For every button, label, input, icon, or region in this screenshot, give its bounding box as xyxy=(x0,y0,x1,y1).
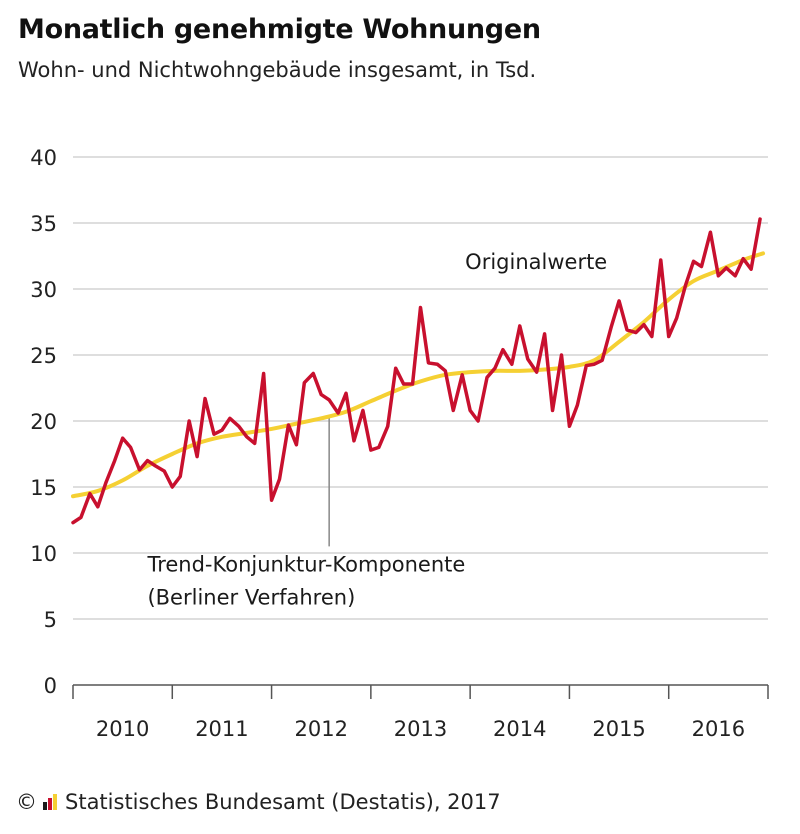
x-tick-label: 2011 xyxy=(195,717,248,741)
x-tick-label: 2012 xyxy=(294,717,347,741)
chart-title: Monatlich genehmigte Wohnungen xyxy=(18,14,541,45)
series-line-originalwerte xyxy=(71,217,762,525)
x-axis-tick-labels: 2010 2011 2012 2013 2014 2015 2016 xyxy=(96,717,745,741)
y-tick-label: 15 xyxy=(30,476,57,500)
y-tick-label: 0 xyxy=(44,674,57,698)
x-tick-label: 2013 xyxy=(394,717,447,741)
source-footer: © Statistisches Bundesamt (Destatis), 20… xyxy=(16,790,501,814)
x-axis xyxy=(72,684,769,699)
series-line-trend xyxy=(71,251,766,499)
y-tick-label: 30 xyxy=(30,278,57,302)
y-tick-label: 25 xyxy=(30,344,57,368)
destatis-logo-icon xyxy=(43,794,57,810)
series-lines xyxy=(71,217,766,525)
y-tick-label: 35 xyxy=(30,212,57,236)
annotation-label: Trend-Konjunktur-Komponente xyxy=(146,552,465,576)
y-axis-tick-labels: 0 5 10 15 20 25 30 35 40 xyxy=(30,146,57,698)
y-tick-label: 5 xyxy=(44,608,57,632)
copyright-symbol: © xyxy=(16,790,37,814)
x-tick-label: 2015 xyxy=(592,717,645,741)
source-text: Statistisches Bundesamt (Destatis), 2017 xyxy=(65,790,501,814)
y-tick-label: 10 xyxy=(30,542,57,566)
grid-lines xyxy=(73,156,768,620)
x-tick-label: 2010 xyxy=(96,717,149,741)
annotations: Originalwerte Trend-Konjunktur-Komponente… xyxy=(146,250,607,609)
x-tick-label: 2014 xyxy=(493,717,546,741)
chart-subtitle: Wohn- und Nichtwohngebäude insgesamt, in… xyxy=(18,58,537,82)
y-tick-label: 40 xyxy=(30,146,57,170)
y-tick-label: 20 xyxy=(30,410,57,434)
annotation-label: Originalwerte xyxy=(465,250,607,274)
annotation-label: (Berliner Verfahren) xyxy=(147,585,355,609)
x-tick-label: 2016 xyxy=(692,717,745,741)
